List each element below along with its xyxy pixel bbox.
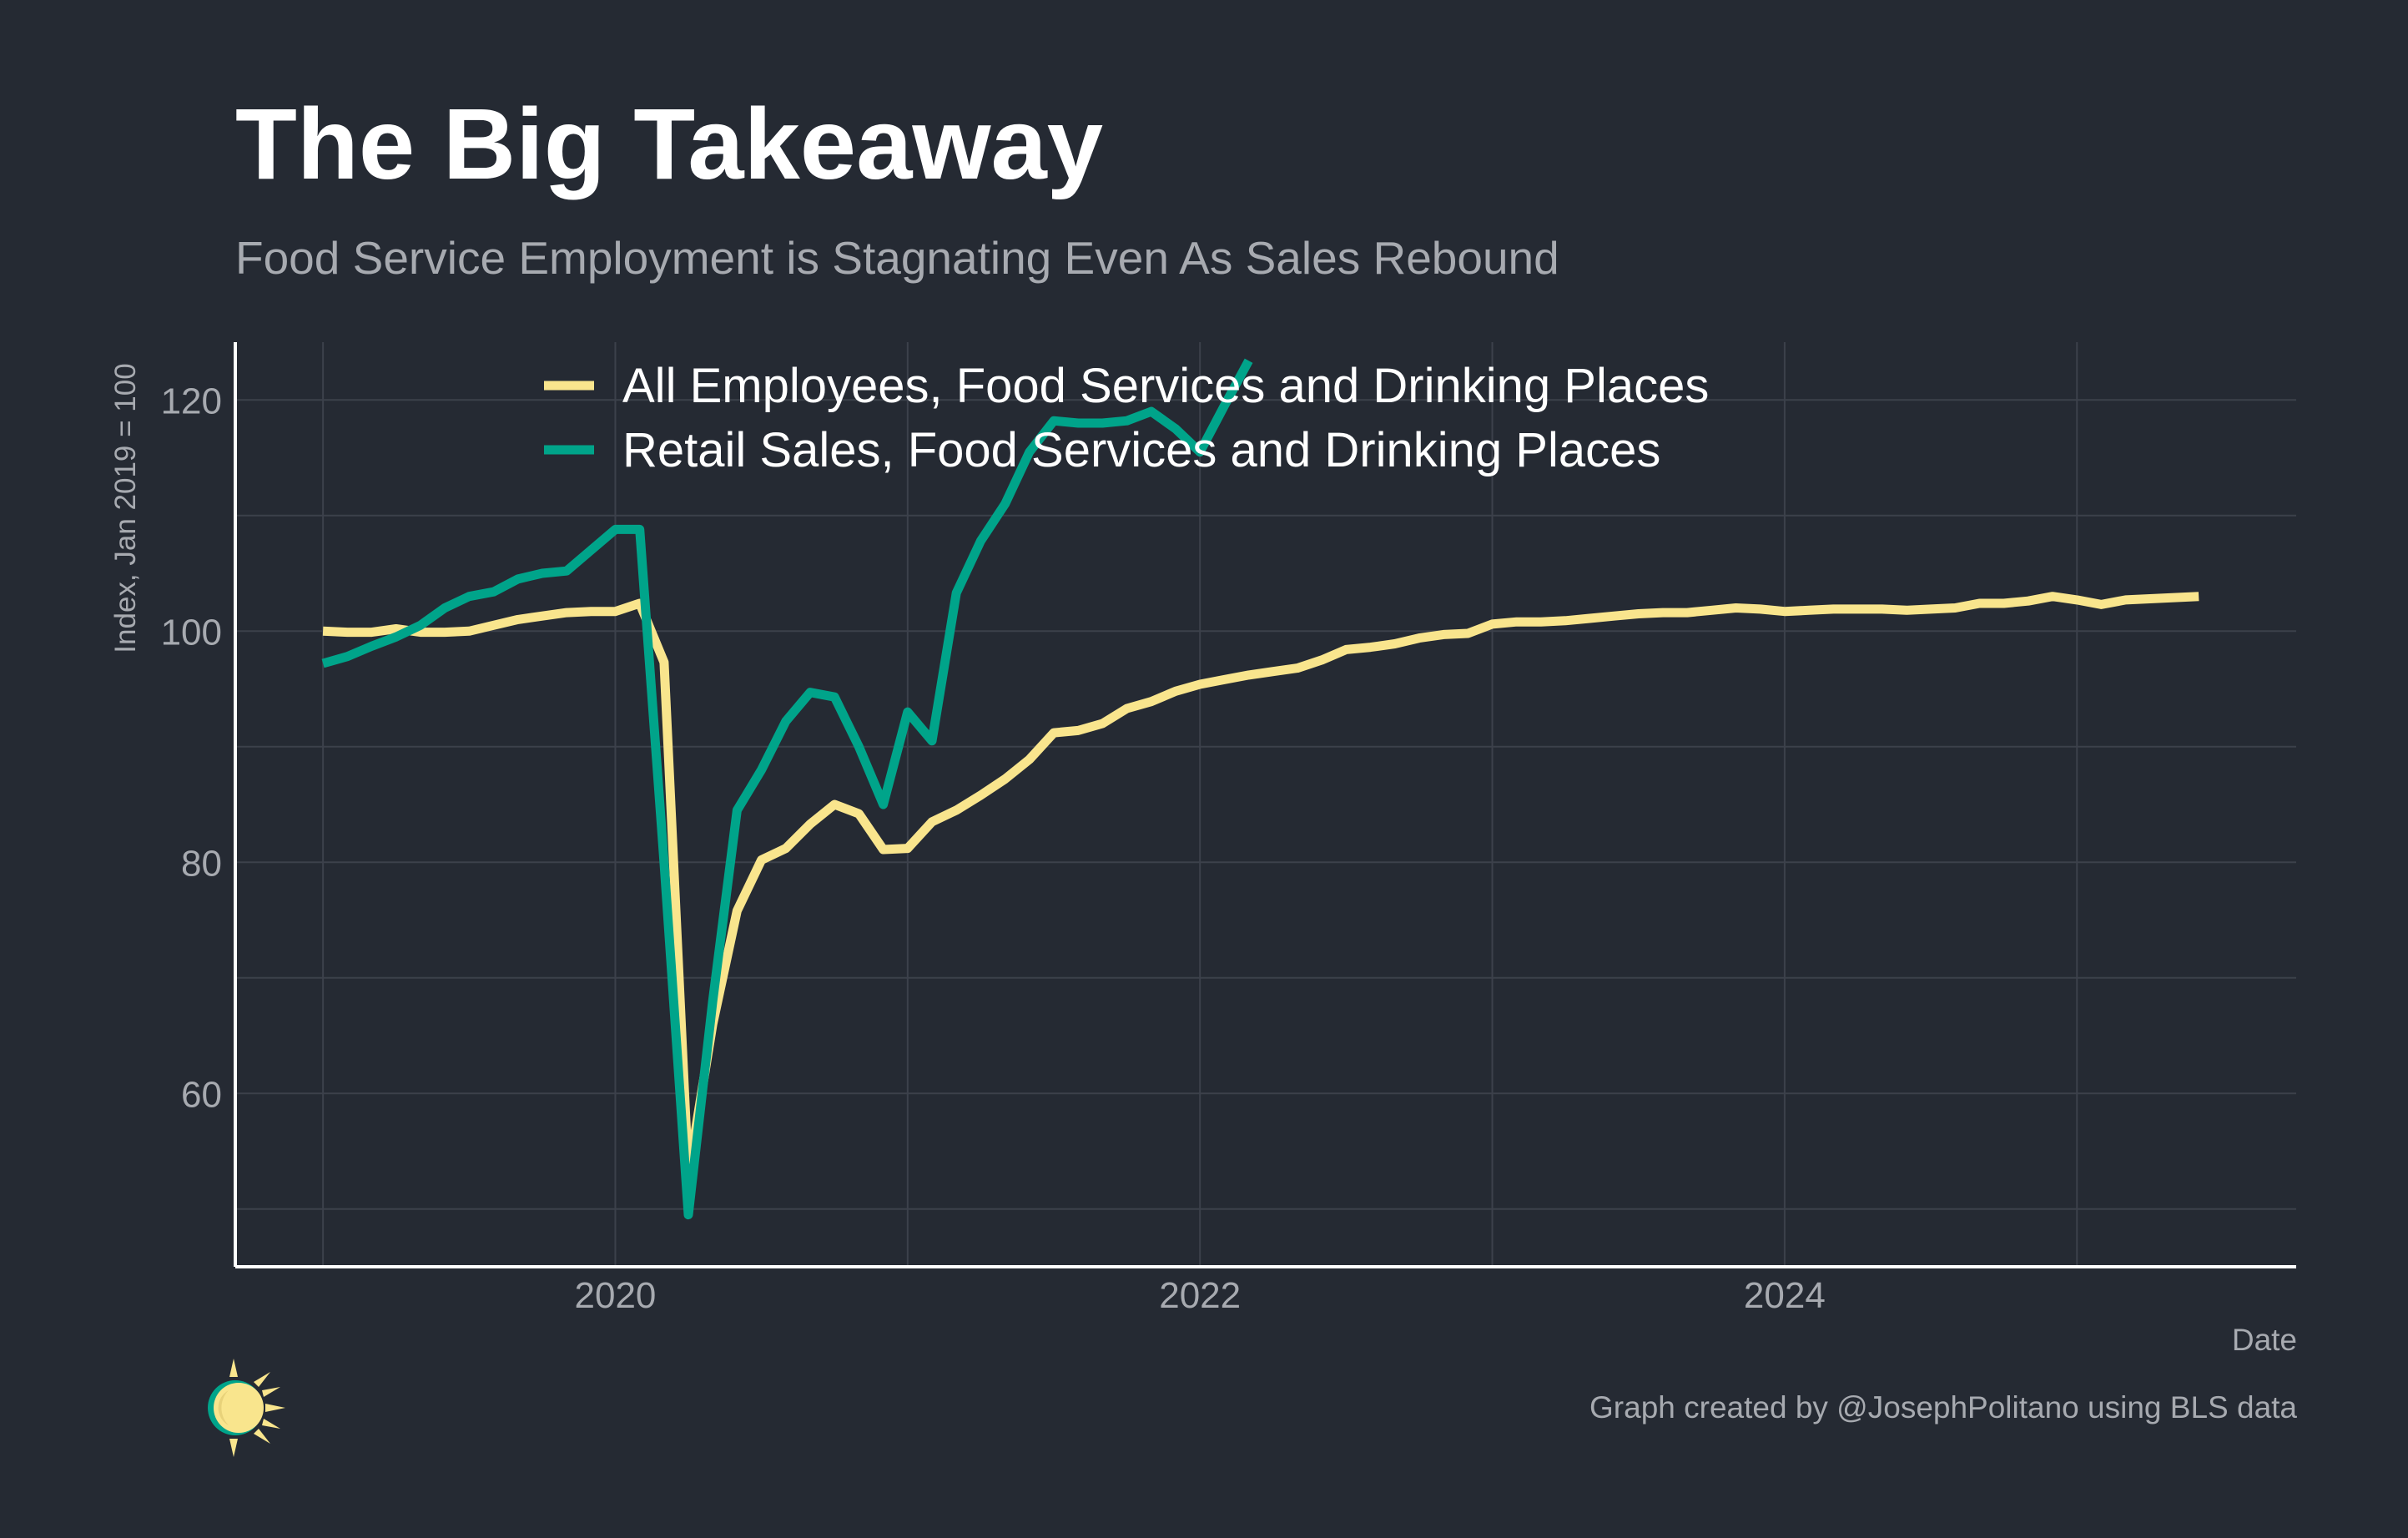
y-axis-label: Index, Jan 2019 = 100: [109, 363, 142, 653]
employees-series-line: [322, 592, 2199, 1179]
chart-title: The Big Takeaway: [235, 87, 1104, 200]
sun-logo-icon: [208, 1359, 285, 1457]
x-tick-label: 2022: [1159, 1275, 1241, 1316]
legend-label-employees: All Employees, Food Services and Drinkin…: [622, 359, 1709, 413]
legend-label-sales: Retail Sales, Food Services and Drinking…: [622, 423, 1660, 477]
y-tick-label: 100: [161, 612, 222, 653]
chart-subtitle: Food Service Employment is Stagnating Ev…: [235, 232, 1559, 284]
x-axis-label: Date: [2231, 1323, 2297, 1357]
sales-series-line: [321, 358, 1253, 1220]
source-credit: Graph created by @JosephPolitano using B…: [1589, 1390, 2297, 1425]
x-tick-label: 2024: [1744, 1275, 1826, 1316]
y-tick-label: 80: [181, 843, 222, 884]
y-tick-label: 120: [161, 381, 222, 421]
x-tick-label: 2020: [575, 1275, 657, 1316]
y-tick-label: 60: [181, 1074, 222, 1115]
